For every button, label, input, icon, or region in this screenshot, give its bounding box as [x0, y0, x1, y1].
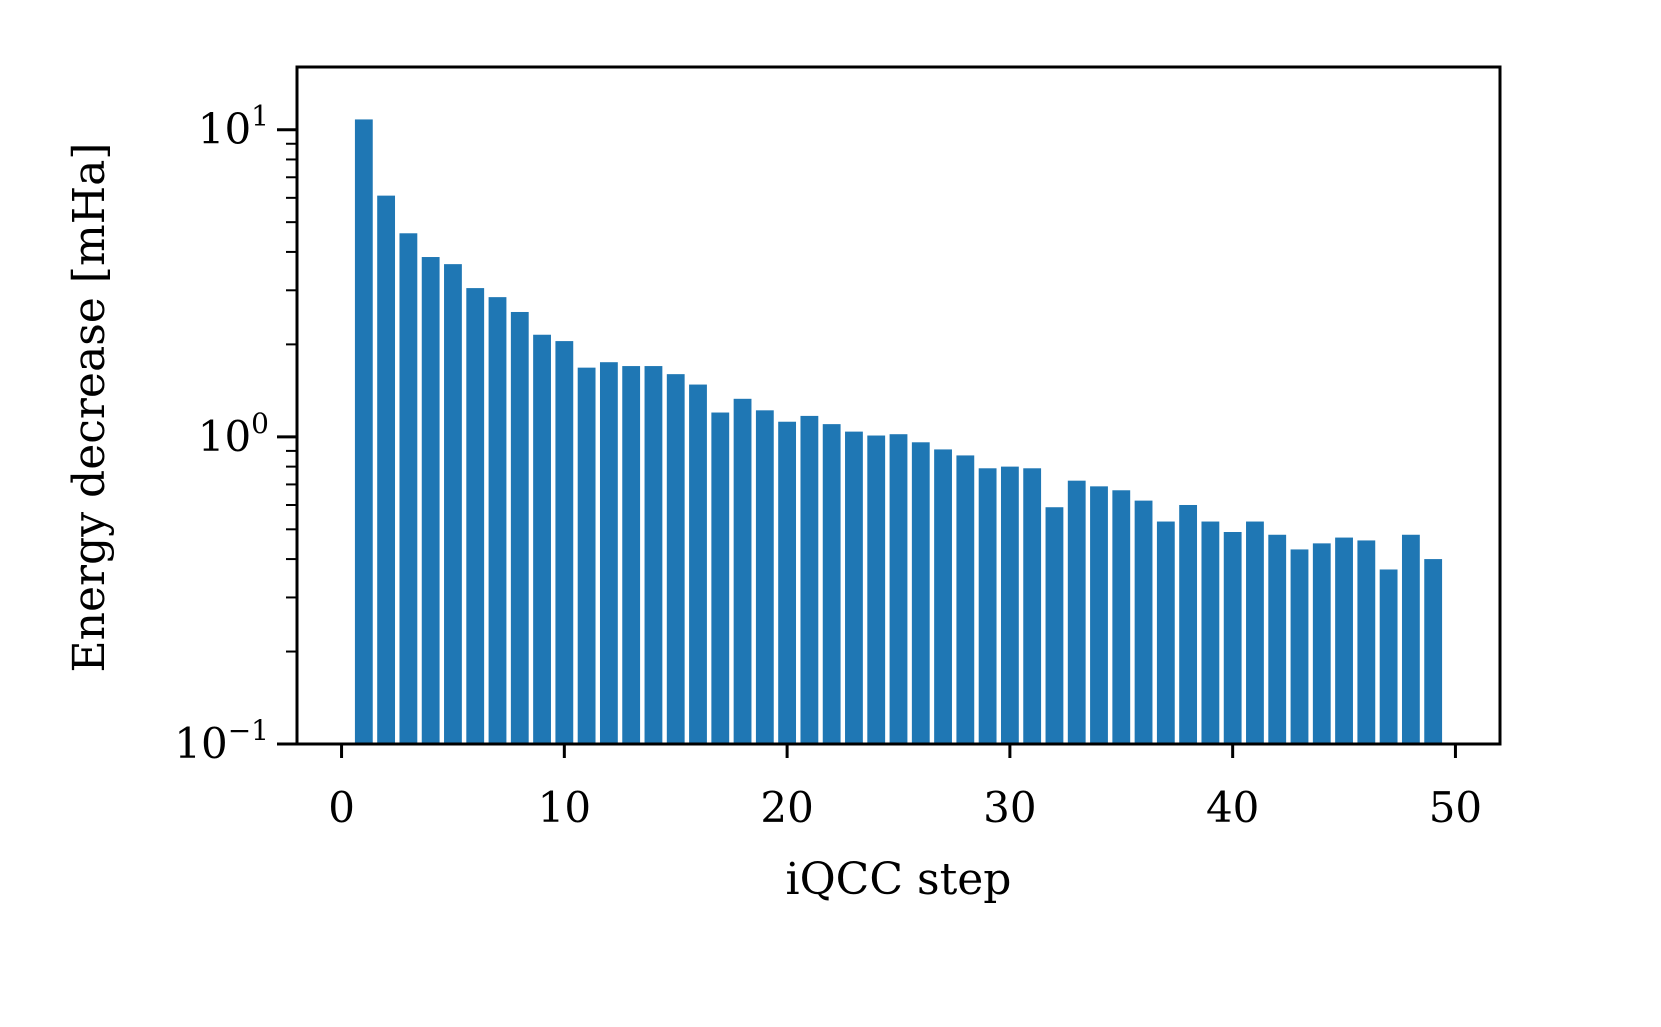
bar-step-34	[1090, 486, 1108, 744]
x-tick-label: 50	[1429, 783, 1482, 832]
bar-step-49	[1424, 559, 1443, 744]
bar-step-35	[1112, 490, 1131, 744]
bar-step-11	[577, 367, 596, 744]
bar-step-9	[533, 334, 551, 744]
bar-step-13	[622, 366, 641, 744]
bar-step-1	[354, 119, 373, 745]
bar-step-17	[711, 412, 730, 744]
bar-step-26	[911, 442, 930, 744]
bar-step-44	[1312, 543, 1331, 744]
bar-step-45	[1335, 537, 1353, 744]
bar-step-15	[666, 374, 685, 744]
bar-step-23	[845, 431, 863, 744]
bar-step-24	[867, 435, 886, 744]
bar-step-7	[488, 297, 507, 744]
bar-step-40	[1223, 532, 1242, 744]
bar-step-10	[555, 341, 574, 744]
bar-step-41	[1246, 521, 1264, 744]
bar-step-8	[510, 311, 529, 744]
bar-step-36	[1134, 500, 1153, 744]
y-minor-ticks	[286, 142, 297, 653]
bar-step-29	[978, 468, 997, 744]
bar-step-46	[1357, 540, 1376, 744]
x-tick-label: 30	[983, 783, 1036, 832]
y-tick-label: 100	[198, 407, 269, 461]
bar-step-6	[466, 288, 485, 744]
bar-step-18	[733, 398, 752, 744]
x-tick-label: 20	[760, 783, 813, 832]
bar-step-20	[778, 421, 797, 744]
bar-step-43	[1290, 549, 1309, 744]
bar-step-25	[889, 434, 908, 744]
bar-step-47	[1379, 569, 1398, 744]
x-tick-label: 0	[328, 783, 355, 832]
y-tick-label: 10−1	[174, 714, 269, 768]
x-tick-label: 40	[1206, 783, 1259, 832]
bar-step-4	[421, 257, 440, 744]
bars-group	[354, 119, 1443, 745]
bar-step-27	[934, 449, 952, 744]
bar-step-16	[689, 384, 707, 744]
bar-step-22	[822, 424, 841, 744]
bar-step-2	[377, 195, 396, 744]
bar-step-42	[1268, 534, 1287, 744]
bar-step-5	[444, 264, 462, 744]
bar-step-21	[800, 415, 819, 744]
bar-step-19	[755, 410, 774, 744]
bar-step-32	[1045, 507, 1064, 744]
x-tick-label: 10	[538, 783, 591, 832]
bar-step-30	[1000, 466, 1019, 744]
x-axis-label: iQCC step	[786, 854, 1012, 905]
bar-step-33	[1067, 480, 1086, 744]
bar-step-31	[1023, 468, 1042, 744]
bar-step-37	[1156, 521, 1175, 744]
x-axis-ticks: 0 10 20 30 40 50	[328, 744, 1482, 832]
y-axis-ticks: 10−1 100 101	[174, 100, 297, 768]
bar-step-12	[599, 362, 618, 744]
bar-step-39	[1201, 521, 1220, 744]
bar-step-3	[399, 233, 418, 744]
plot-frame	[295, 65, 1502, 746]
y-tick-label: 101	[198, 100, 269, 154]
y-axis-label: Energy decrease [mHa]	[64, 143, 115, 673]
bar-step-14	[644, 366, 663, 744]
bar-step-38	[1179, 504, 1198, 744]
bar-step-28	[956, 455, 975, 744]
bar-step-48	[1401, 534, 1420, 744]
